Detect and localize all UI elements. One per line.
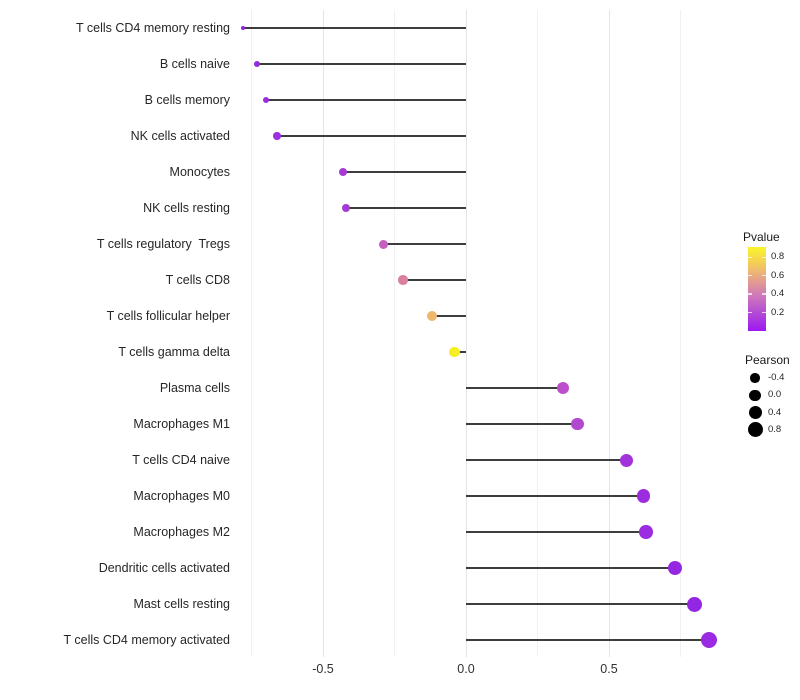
lollipop-dot bbox=[262, 96, 270, 104]
pearson-size-dot bbox=[747, 422, 763, 438]
y-axis-label: Plasma cells bbox=[159, 381, 230, 395]
pvalue-tick-mark bbox=[748, 311, 752, 314]
pvalue-tick-label: 0.6 bbox=[771, 269, 785, 281]
lollipop-dot bbox=[254, 61, 261, 67]
lollipop-dot bbox=[240, 25, 246, 31]
lollipop-stick bbox=[403, 279, 466, 281]
y-axis-label: B cells naive bbox=[159, 57, 230, 71]
y-axis-label: T cells CD8 bbox=[165, 273, 230, 287]
lollipop-stick bbox=[242, 27, 466, 29]
y-axis-label: T cells follicular helper bbox=[106, 309, 230, 323]
x-axis-tick-label: 0.0 bbox=[457, 662, 475, 676]
pearson-size-dot bbox=[750, 373, 760, 383]
lollipop-stick bbox=[466, 495, 644, 497]
gridline-major bbox=[608, 10, 610, 657]
y-axis-label: NK cells activated bbox=[130, 129, 230, 143]
lollipop-dot bbox=[639, 525, 653, 539]
pvalue-colorbar bbox=[748, 247, 766, 331]
lollipop-stick bbox=[466, 459, 627, 461]
gridline-minor bbox=[680, 10, 681, 657]
lollipop-dot bbox=[341, 203, 351, 213]
lollipop-stick bbox=[277, 135, 466, 137]
y-axis-label: Mast cells resting bbox=[133, 597, 230, 611]
lollipop-stick bbox=[454, 351, 466, 353]
pearson-size-label: -0.4 bbox=[768, 372, 785, 383]
lollipop-stick bbox=[466, 387, 564, 389]
y-axis-label: B cells memory bbox=[144, 93, 230, 107]
lollipop-stick bbox=[466, 423, 578, 425]
pvalue-tick-mark bbox=[748, 256, 752, 258]
lollipop-stick bbox=[431, 315, 466, 317]
y-axis-label: T cells gamma delta bbox=[118, 345, 230, 359]
gridline-minor bbox=[537, 10, 538, 657]
pearson-size-dot bbox=[748, 406, 762, 420]
y-axis-label: Macrophages M1 bbox=[133, 417, 230, 431]
y-axis-label: T cells CD4 naive bbox=[132, 453, 230, 467]
lollipop-dot bbox=[449, 346, 460, 358]
y-axis-label: Monocytes bbox=[169, 165, 230, 179]
pvalue-tick-mark bbox=[748, 293, 752, 295]
pvalue-tick-mark bbox=[762, 275, 766, 277]
pearson-size-dot bbox=[749, 389, 761, 402]
gridline-minor bbox=[251, 10, 252, 657]
lollipop-stick bbox=[265, 99, 466, 101]
y-axis-label: T cells regulatory Tregs bbox=[96, 237, 230, 251]
pvalue-tick-label: 0.2 bbox=[771, 306, 785, 318]
lollipop-dot bbox=[273, 132, 281, 140]
pvalue-tick-label: 0.8 bbox=[771, 251, 785, 263]
gridline-major bbox=[322, 10, 324, 657]
y-axis-label: Dendritic cells activated bbox=[98, 561, 230, 575]
lollipop-stick bbox=[257, 63, 466, 65]
lollipop-dot bbox=[557, 382, 570, 394]
y-axis-label: T cells CD4 memory activated bbox=[63, 633, 231, 647]
y-axis-label: NK cells resting bbox=[143, 201, 230, 215]
lollipop-dot bbox=[571, 417, 584, 431]
pvalue-tick-mark bbox=[762, 256, 766, 258]
y-axis-label: Macrophages M0 bbox=[133, 489, 230, 503]
gridline-major bbox=[465, 10, 467, 657]
pearson-size-label: 0.4 bbox=[768, 406, 782, 418]
legend-pearson-title: Pearson bbox=[745, 353, 790, 367]
lollipop-stick bbox=[466, 639, 710, 641]
pvalue-tick-mark bbox=[762, 311, 766, 314]
pearson-size-label: 0.8 bbox=[768, 423, 782, 435]
lollipop-stick bbox=[345, 207, 466, 209]
lollipop-dot bbox=[338, 167, 348, 177]
lollipop-dot bbox=[426, 311, 437, 321]
pvalue-tick-label: 0.4 bbox=[771, 288, 785, 300]
lollipop-dot bbox=[636, 489, 651, 503]
x-axis-tick-label: 0.5 bbox=[600, 662, 618, 676]
pearson-size-label: 0.0 bbox=[768, 389, 782, 401]
lollipop-dot bbox=[619, 453, 633, 467]
lollipop-stick bbox=[343, 171, 466, 173]
y-axis-label: Macrophages M2 bbox=[133, 525, 230, 539]
lollipop-dot bbox=[667, 560, 683, 576]
lollipop-stick bbox=[466, 567, 675, 569]
x-axis-tick-label: -0.5 bbox=[312, 662, 334, 676]
lollipop-dot bbox=[378, 239, 388, 249]
y-axis-label: T cells CD4 memory resting bbox=[76, 21, 230, 35]
legend-pvalue-title: Pvalue bbox=[743, 230, 780, 244]
lollipop-dot bbox=[687, 596, 703, 612]
lollipop-dot bbox=[701, 632, 718, 648]
lollipop-stick bbox=[383, 243, 466, 245]
lollipop-stick bbox=[466, 603, 695, 605]
lollipop-stick bbox=[466, 531, 647, 533]
lollipop-dot bbox=[398, 275, 408, 285]
pvalue-tick-mark bbox=[748, 275, 752, 277]
gridline-minor bbox=[394, 10, 395, 657]
pvalue-tick-mark bbox=[762, 293, 766, 295]
